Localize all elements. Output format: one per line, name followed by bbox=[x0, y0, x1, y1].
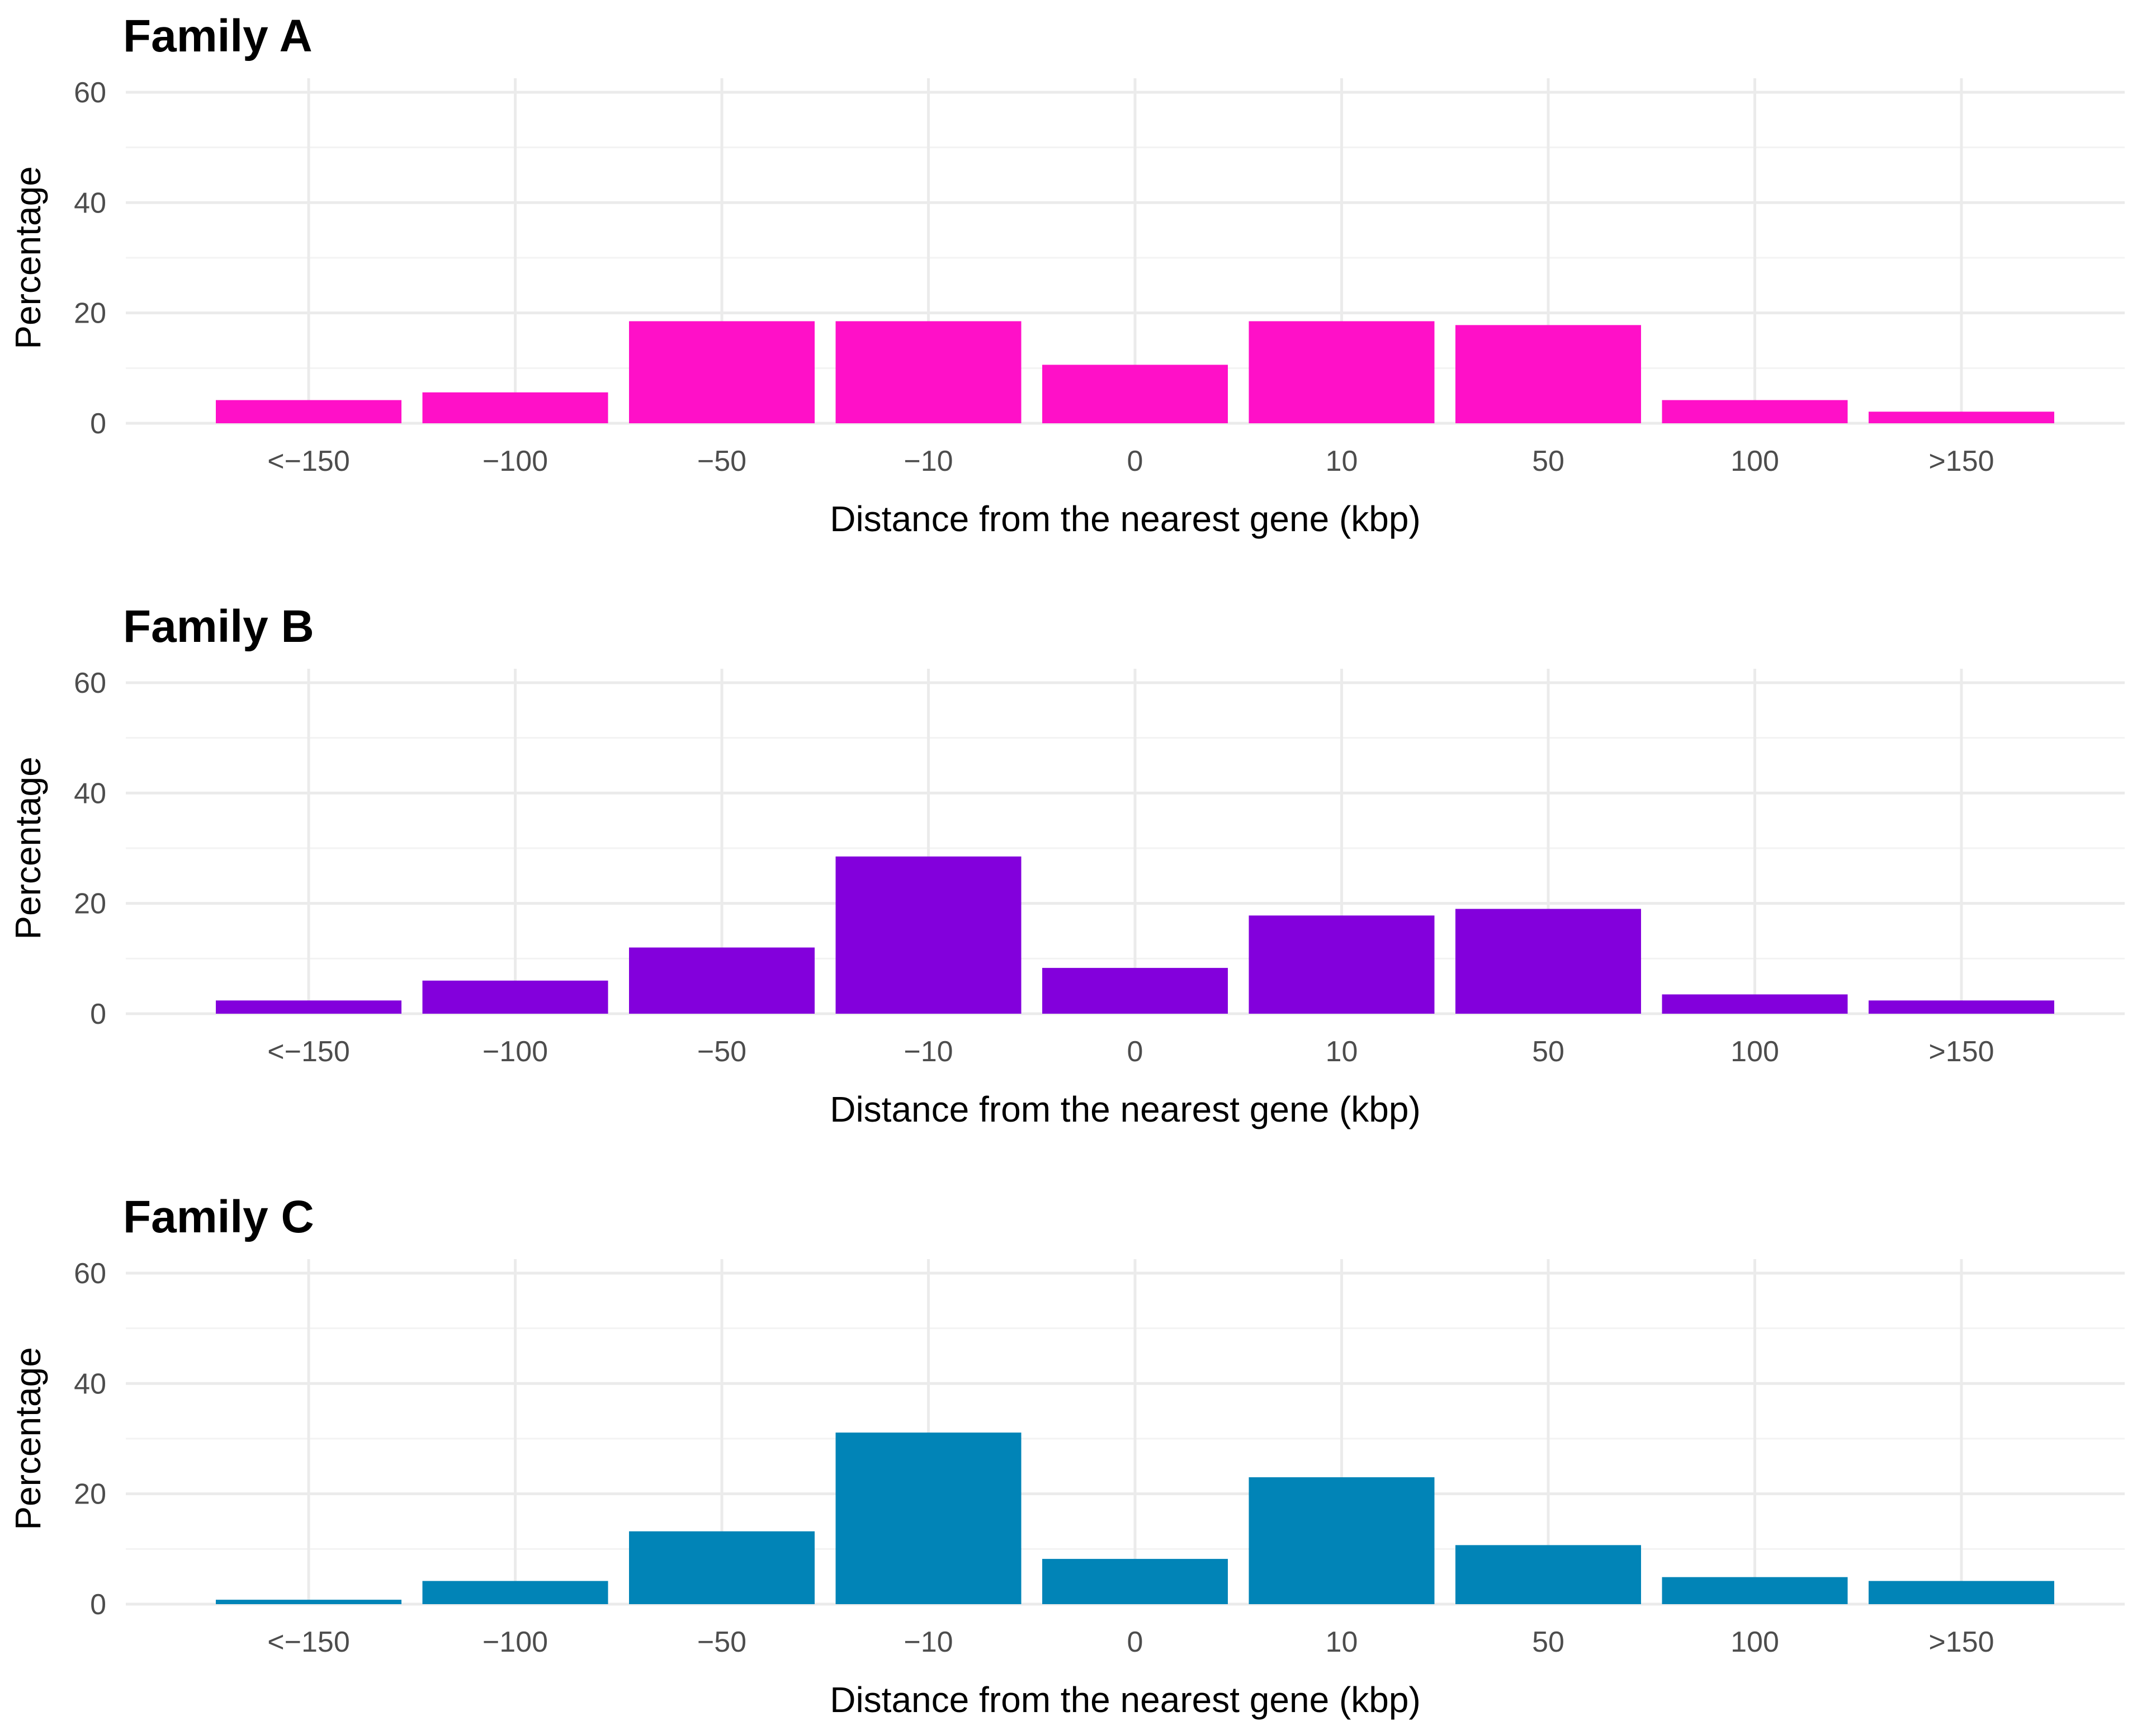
y-tick-label: 60 bbox=[74, 77, 106, 109]
bar-2-3 bbox=[629, 947, 815, 1014]
y-tick-label: 20 bbox=[74, 1478, 106, 1511]
x-tick-label: −100 bbox=[483, 445, 548, 477]
bar-3-8 bbox=[1662, 1577, 1848, 1604]
x-tick-label: −10 bbox=[904, 445, 953, 477]
x-tick-label: −100 bbox=[483, 1036, 548, 1068]
bar-2-8 bbox=[1662, 994, 1848, 1014]
bar-3-5 bbox=[1042, 1559, 1228, 1604]
bar-1-3 bbox=[629, 321, 815, 423]
x-tick-label: 50 bbox=[1532, 445, 1564, 477]
x-tick-label: >150 bbox=[1928, 1626, 1994, 1658]
x-tick-label: 10 bbox=[1326, 1626, 1358, 1658]
bar-3-7 bbox=[1455, 1545, 1641, 1604]
x-tick-label: 100 bbox=[1731, 1626, 1779, 1658]
bar-3-3 bbox=[629, 1531, 815, 1604]
x-tick-label: −50 bbox=[697, 445, 746, 477]
x-tick-label: −100 bbox=[483, 1626, 548, 1658]
x-tick-label: 10 bbox=[1326, 1036, 1358, 1068]
y-tick-label: 0 bbox=[90, 408, 106, 440]
x-tick-label: 10 bbox=[1326, 445, 1358, 477]
bar-3-1 bbox=[216, 1600, 401, 1604]
y-tick-label: 40 bbox=[74, 777, 106, 810]
x-tick-label: 0 bbox=[1127, 1036, 1143, 1068]
y-tick-label: 20 bbox=[74, 888, 106, 920]
bar-3-9 bbox=[1869, 1581, 2054, 1604]
x-tick-label: <−150 bbox=[267, 1626, 350, 1658]
x-tick-label: >150 bbox=[1928, 1036, 1994, 1068]
bar-1-9 bbox=[1869, 412, 2054, 423]
bar-1-6 bbox=[1249, 321, 1435, 423]
y-tick-label: 20 bbox=[74, 297, 106, 330]
panel-title: Family A bbox=[123, 11, 313, 62]
bar-1-5 bbox=[1042, 365, 1228, 423]
y-tick-label: 60 bbox=[74, 1257, 106, 1290]
x-tick-label: 50 bbox=[1532, 1036, 1564, 1068]
x-tick-label: −50 bbox=[697, 1626, 746, 1658]
y-tick-label: 40 bbox=[74, 1368, 106, 1400]
bar-1-2 bbox=[422, 392, 608, 423]
panel-title: Family C bbox=[123, 1192, 314, 1242]
y-axis-title: Percentage bbox=[8, 166, 48, 349]
bar-1-4 bbox=[835, 321, 1022, 423]
bar-3-6 bbox=[1249, 1477, 1435, 1604]
x-tick-label: 100 bbox=[1731, 1036, 1779, 1068]
x-tick-label: −10 bbox=[904, 1036, 953, 1068]
bar-1-1 bbox=[216, 400, 401, 423]
x-tick-label: −10 bbox=[904, 1626, 953, 1658]
y-tick-label: 40 bbox=[74, 187, 106, 219]
x-tick-label: 100 bbox=[1731, 445, 1779, 477]
x-tick-label: >150 bbox=[1928, 445, 1994, 477]
bar-2-7 bbox=[1455, 909, 1641, 1014]
x-tick-label: <−150 bbox=[267, 1036, 350, 1068]
x-tick-label: <−150 bbox=[267, 445, 350, 477]
bar-1-8 bbox=[1662, 400, 1848, 423]
bar-3-2 bbox=[422, 1581, 608, 1604]
bar-2-2 bbox=[422, 980, 608, 1014]
x-axis-title: Distance from the nearest gene (kbp) bbox=[830, 1680, 1421, 1720]
x-axis-title: Distance from the nearest gene (kbp) bbox=[830, 499, 1421, 539]
x-tick-label: 50 bbox=[1532, 1626, 1564, 1658]
bar-3-4 bbox=[835, 1432, 1022, 1604]
bar-2-4 bbox=[835, 856, 1022, 1014]
y-tick-label: 0 bbox=[90, 998, 106, 1030]
x-tick-label: 0 bbox=[1127, 1626, 1143, 1658]
y-axis-title: Percentage bbox=[8, 1347, 48, 1530]
bar-2-9 bbox=[1869, 1000, 2054, 1014]
bar-2-6 bbox=[1249, 915, 1435, 1014]
bar-2-5 bbox=[1042, 968, 1228, 1014]
y-axis-title: Percentage bbox=[8, 757, 48, 939]
y-tick-label: 60 bbox=[74, 667, 106, 699]
bar-2-1 bbox=[216, 1000, 401, 1014]
x-axis-title: Distance from the nearest gene (kbp) bbox=[830, 1089, 1421, 1129]
bar-1-7 bbox=[1455, 325, 1641, 423]
x-tick-label: −50 bbox=[697, 1036, 746, 1068]
y-tick-label: 0 bbox=[90, 1588, 106, 1621]
x-tick-label: 0 bbox=[1127, 445, 1143, 477]
panel-title: Family B bbox=[123, 601, 314, 652]
